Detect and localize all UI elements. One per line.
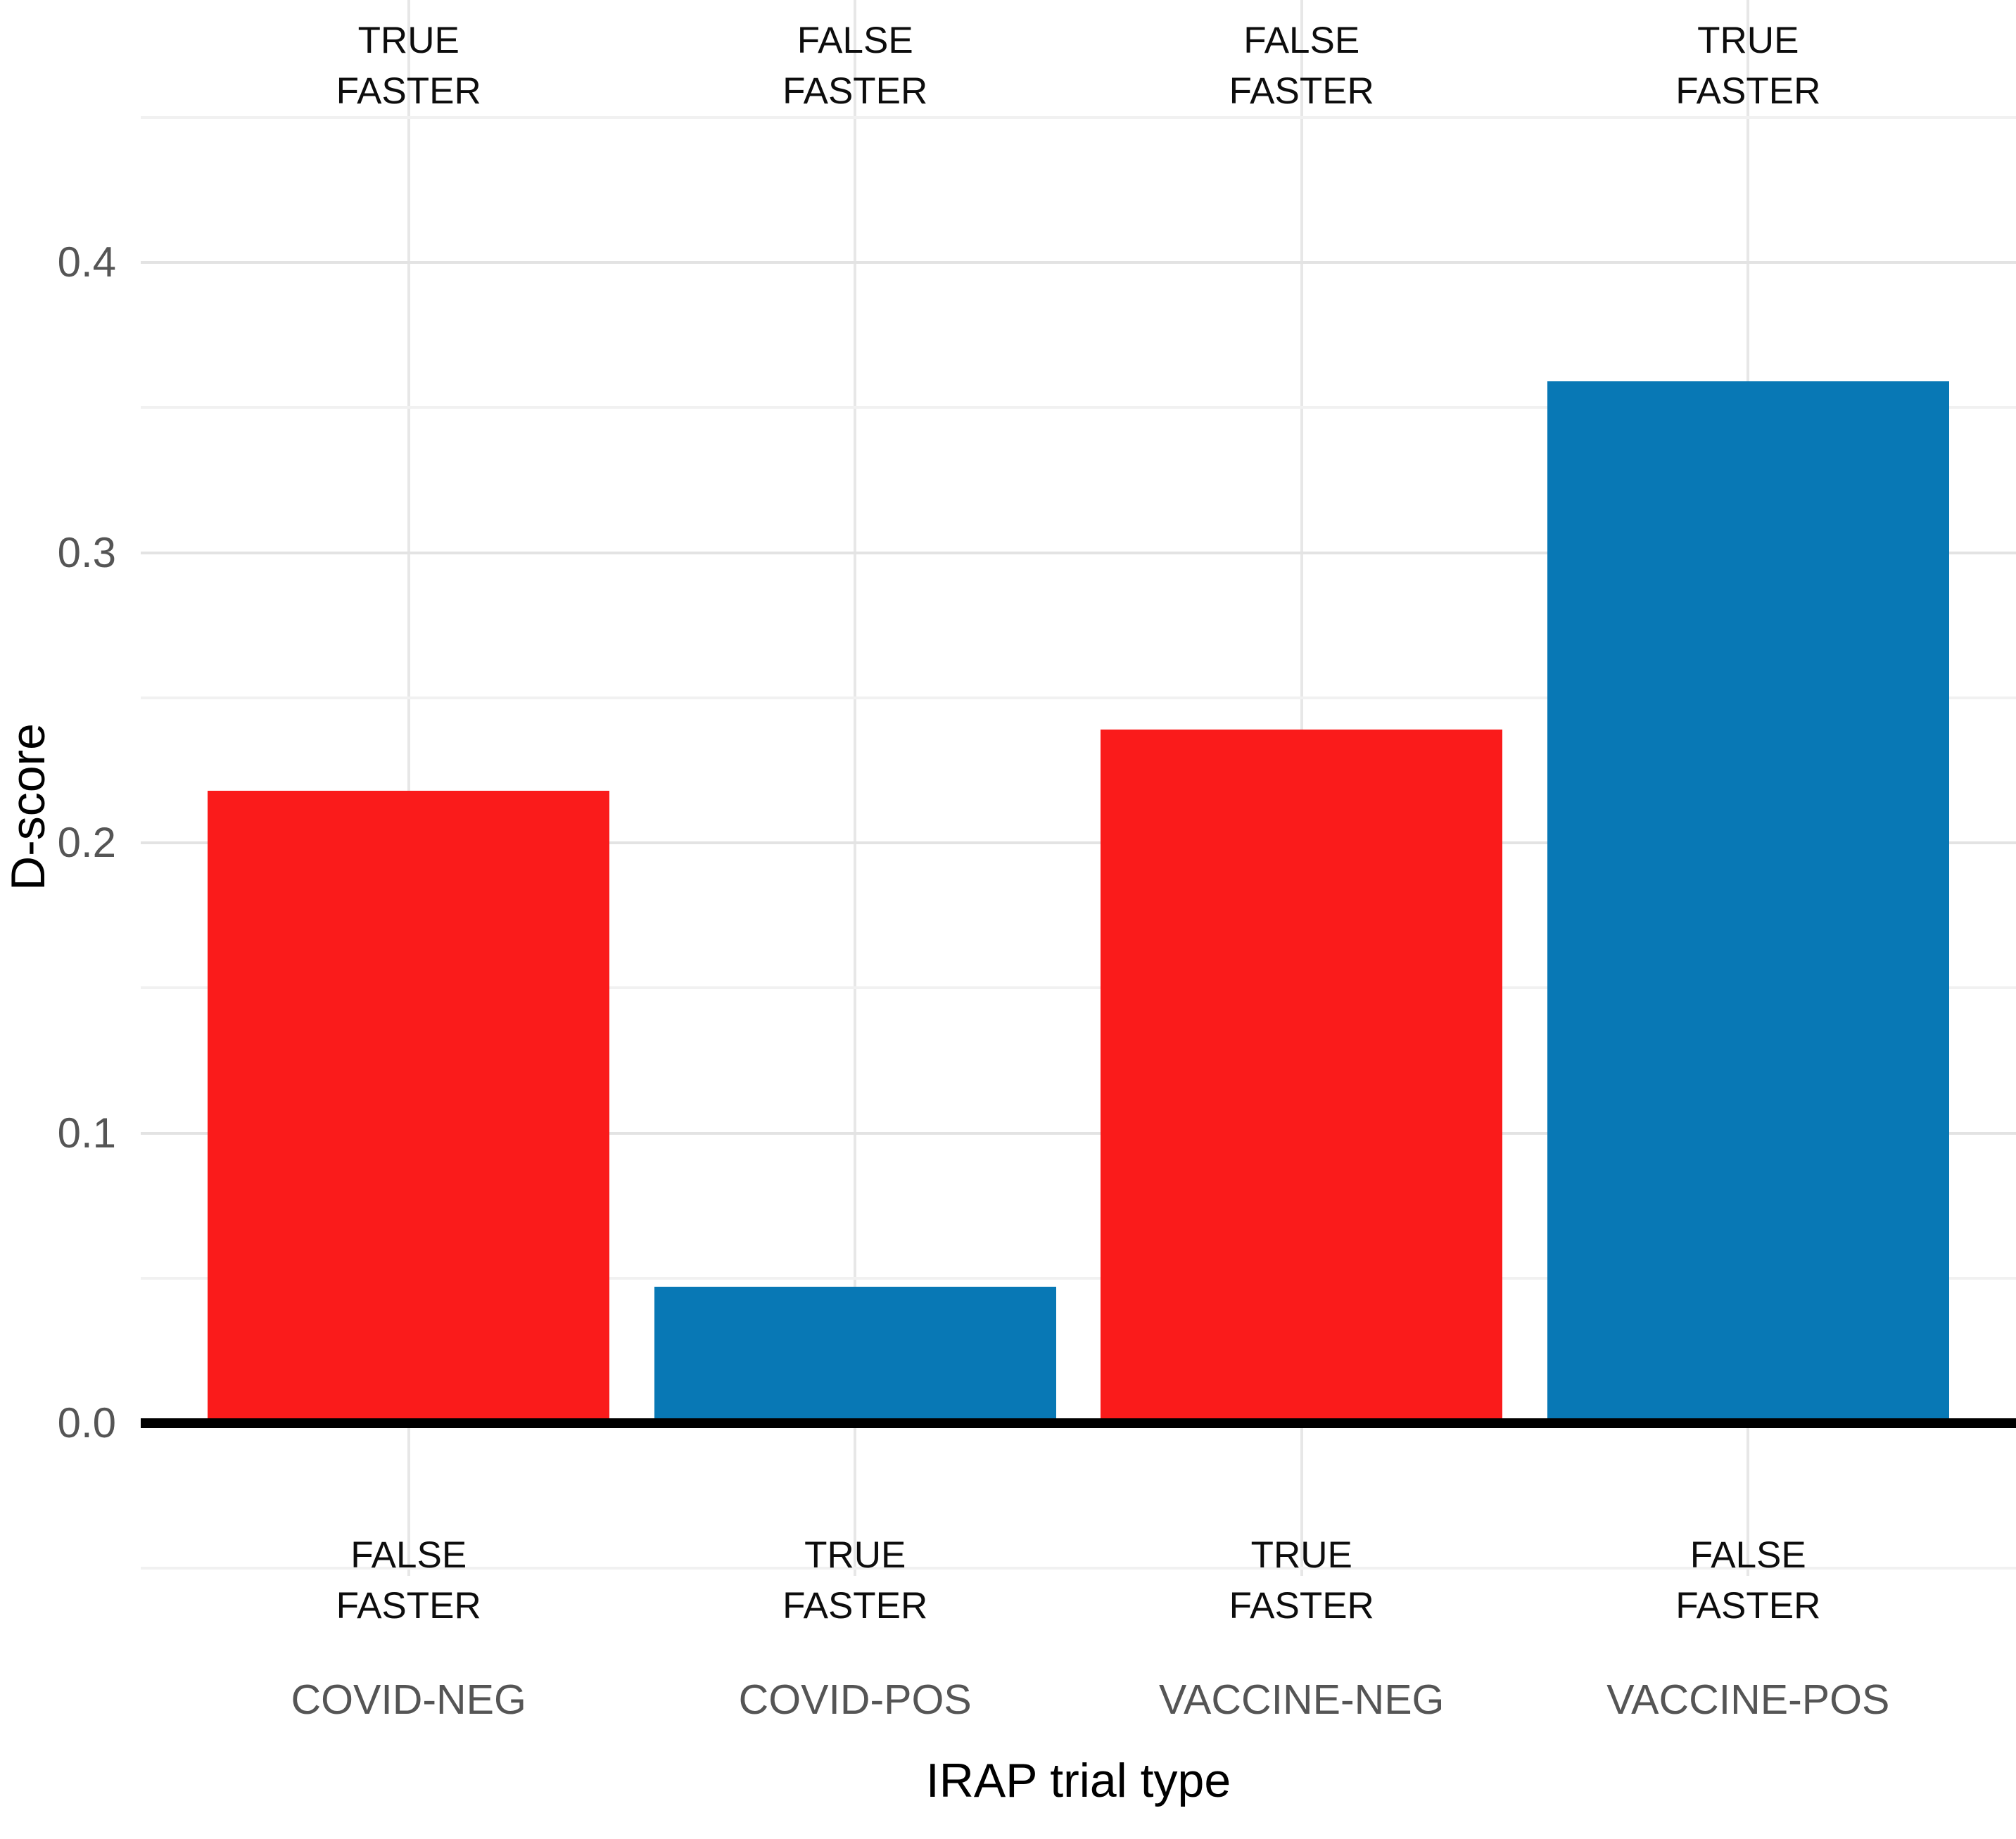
minor-gridline	[141, 406, 2016, 409]
vertical-gridline	[407, 0, 410, 1576]
minor-gridline	[141, 696, 2016, 699]
top-annotation: FALSE FASTER	[782, 20, 928, 112]
top-annotation: TRUE FASTER	[1675, 20, 1821, 112]
major-gridline	[141, 261, 2016, 264]
vertical-gridline	[854, 0, 857, 1576]
x-axis-line	[141, 1418, 2016, 1428]
minor-gridline	[141, 1276, 2016, 1280]
bottom-annotation: TRUE FASTER	[1229, 1534, 1374, 1627]
bar-covid-pos	[654, 1287, 1056, 1423]
bar-vaccine-neg	[1101, 730, 1503, 1423]
y-tick-label: 0.4	[57, 238, 116, 286]
bar-vaccine-pos	[1547, 381, 1949, 1423]
x-axis-title: IRAP trial type	[925, 1754, 1231, 1807]
category-label: COVID-NEG	[291, 1676, 526, 1723]
major-gridline	[141, 551, 2016, 554]
y-tick-label: 0.1	[57, 1109, 116, 1157]
category-label: COVID-POS	[738, 1676, 972, 1723]
minor-gridline	[141, 115, 2016, 119]
category-label: VACCINE-POS	[1606, 1676, 1890, 1723]
y-tick-label: 0.3	[57, 528, 116, 576]
bottom-annotation: TRUE FASTER	[782, 1534, 928, 1627]
major-gridline	[141, 1131, 2016, 1135]
bottom-annotation: FALSE FASTER	[336, 1534, 481, 1627]
bar-covid-neg	[208, 790, 610, 1423]
y-axis-title: D-score	[1, 723, 55, 891]
top-annotation: FALSE FASTER	[1229, 20, 1374, 112]
minor-gridline	[141, 986, 2016, 990]
minor-gridline	[141, 1567, 2016, 1570]
category-label: VACCINE-NEG	[1159, 1676, 1445, 1723]
major-gridline	[141, 841, 2016, 844]
bottom-annotation: FALSE FASTER	[1675, 1534, 1821, 1627]
top-annotation: TRUE FASTER	[336, 20, 481, 112]
y-tick-label: 0.0	[57, 1399, 116, 1446]
y-tick-label: 0.2	[57, 819, 116, 866]
